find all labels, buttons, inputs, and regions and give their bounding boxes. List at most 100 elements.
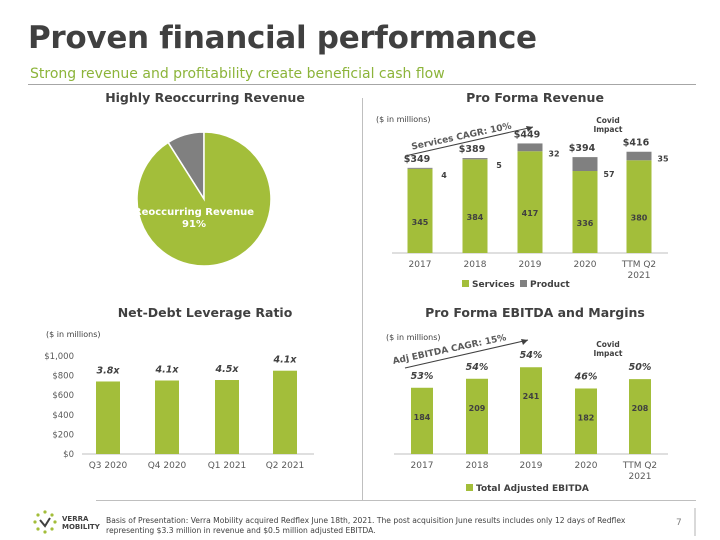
- leverage-bar: [273, 370, 297, 454]
- revenue-legend-product: Product: [530, 280, 570, 290]
- ebitda-category-label: 2017: [411, 461, 434, 471]
- ebitda-legend-label: Total Adjusted EBITDA: [476, 484, 589, 494]
- footer-divider: [96, 500, 696, 501]
- ebitda-cagr-arrow-head: [521, 339, 528, 345]
- ebitda-title: Pro Forma EBITDA and Margins: [425, 305, 645, 320]
- revenue-bar-product: [407, 167, 433, 169]
- revenue-total-label: $389: [459, 144, 485, 155]
- leverage-y-tick-label: $0: [63, 450, 74, 460]
- ebitda-bar: [466, 378, 488, 454]
- leverage-y-tick-label: $400: [52, 411, 74, 421]
- revenue-cagr-arrow-head: [526, 126, 533, 132]
- ebitda-category-label: 2018: [466, 461, 489, 471]
- revenue-total-label: $394: [569, 143, 596, 154]
- ebitda-category-label: 2021: [629, 472, 652, 482]
- pie-label-name: Reoccurring Revenue: [134, 207, 254, 218]
- revenue-total-label: $349: [404, 154, 430, 165]
- revenue-product-label: 32: [548, 149, 559, 158]
- ebitda-value-label: 184: [414, 413, 431, 422]
- leverage-ratio-label: 4.1x: [273, 355, 298, 366]
- leverage-bar: [215, 380, 239, 454]
- revenue-product-label: 35: [657, 155, 669, 164]
- leverage-category-label: Q4 2020: [148, 461, 187, 471]
- leverage-y-tick-label: $200: [52, 430, 74, 440]
- logo-text: VERRA MOBILITY: [62, 515, 100, 531]
- revenue-product-label: 5: [496, 161, 502, 170]
- revenue-bar-product: [462, 158, 488, 160]
- revenue-bar-services: [626, 160, 652, 253]
- ebitda-margin-label: 50%: [629, 362, 652, 373]
- pie-slice-reoccurring: [136, 131, 272, 267]
- ebitda-value-label: 208: [632, 404, 649, 413]
- ebitda-covid-label: Covid: [596, 340, 620, 349]
- leverage-units-note: ($ in millions): [46, 330, 101, 339]
- ebitda-category-label: 2020: [575, 461, 598, 471]
- leverage-y-tick-label: $1,000: [44, 352, 74, 362]
- revenue-services-label: 417: [522, 209, 539, 218]
- revenue-bar-services: [572, 171, 598, 253]
- title-divider: [28, 84, 696, 85]
- revenue-bar-services: [517, 151, 543, 253]
- ebitda-value-label: 182: [578, 413, 595, 422]
- revenue-title: Pro Forma Revenue: [466, 90, 604, 105]
- revenue-total-label: $416: [623, 138, 650, 149]
- revenue-bar-product: [626, 151, 652, 161]
- revenue-services-label: 345: [412, 218, 429, 227]
- revenue-bar-services: [407, 168, 433, 253]
- leverage-bar: [155, 380, 179, 454]
- revenue-covid-label: Covid: [596, 116, 620, 125]
- page-number: 7: [676, 518, 682, 528]
- ebitda-bar: [520, 367, 542, 454]
- page-title: Proven financial performance: [28, 20, 537, 56]
- revenue-cagr-arrow-line: [404, 126, 534, 157]
- vertical-divider: [362, 98, 363, 500]
- revenue-legend-services: Services: [472, 280, 515, 290]
- ebitda-units-note: ($ in millions): [386, 333, 441, 342]
- revenue-covid-label: Impact: [593, 125, 622, 134]
- revenue-product-label: 57: [603, 170, 614, 179]
- revenue-category-label: 2017: [409, 260, 432, 270]
- ebitda-cagr-arrow-line: [404, 339, 529, 369]
- basis-of-presentation: Basis of Presentation: Verra Mobility ac…: [106, 516, 626, 535]
- reoccurring-title: Highly Reoccurring Revenue: [105, 90, 305, 105]
- pie-label-value: 91%: [182, 219, 206, 230]
- revenue-category-label: 2018: [464, 260, 487, 270]
- ebitda-bar: [629, 379, 651, 454]
- leverage-ratio-label: 4.1x: [155, 365, 180, 376]
- revenue-category-label: 2021: [628, 271, 651, 281]
- ebitda-margin-label: 54%: [520, 350, 543, 361]
- ebitda-value-label: 241: [523, 392, 540, 401]
- ebitda-value-label: 209: [469, 404, 486, 413]
- leverage-ratio-label: 4.5x: [215, 364, 240, 375]
- logo-mark-icon: [33, 510, 57, 534]
- revenue-bar-product: [572, 157, 598, 172]
- logo-line-2: MOBILITY: [62, 523, 100, 531]
- revenue-category-label: 2020: [574, 260, 597, 270]
- ebitda-category-label: 2019: [520, 461, 543, 471]
- leverage-bar: [96, 381, 120, 454]
- revenue-bar-services: [462, 159, 488, 253]
- ebitda-margin-label: 54%: [466, 362, 489, 373]
- revenue-category-label: 2019: [519, 260, 542, 270]
- ebitda-bar: [411, 387, 433, 454]
- revenue-legend-product-swatch: [520, 280, 527, 287]
- page-accent-bar: [694, 508, 696, 536]
- verra-logo: [30, 508, 100, 536]
- revenue-category-label: TTM Q2: [621, 260, 656, 270]
- ebitda-cagr-label: Adj EBITDA CAGR: 15%: [392, 333, 507, 367]
- leverage-title: Net-Debt Leverage Ratio: [117, 305, 293, 320]
- revenue-units-note: ($ in millions): [376, 115, 431, 124]
- revenue-legend-services-swatch: [462, 280, 469, 287]
- leverage-y-tick-label: $800: [52, 372, 74, 382]
- revenue-services-label: 336: [577, 219, 594, 228]
- logo-line-1: VERRA: [62, 515, 89, 523]
- ebitda-margin-label: 46%: [574, 371, 598, 382]
- revenue-services-label: 380: [631, 214, 648, 223]
- ebitda-bar: [575, 388, 597, 454]
- ebitda-category-label: TTM Q2: [622, 461, 657, 471]
- revenue-bar-product: [517, 143, 543, 152]
- revenue-total-label: $449: [514, 129, 540, 140]
- leverage-category-label: Q3 2020: [89, 461, 128, 471]
- leverage-y-tick-label: $600: [52, 391, 74, 401]
